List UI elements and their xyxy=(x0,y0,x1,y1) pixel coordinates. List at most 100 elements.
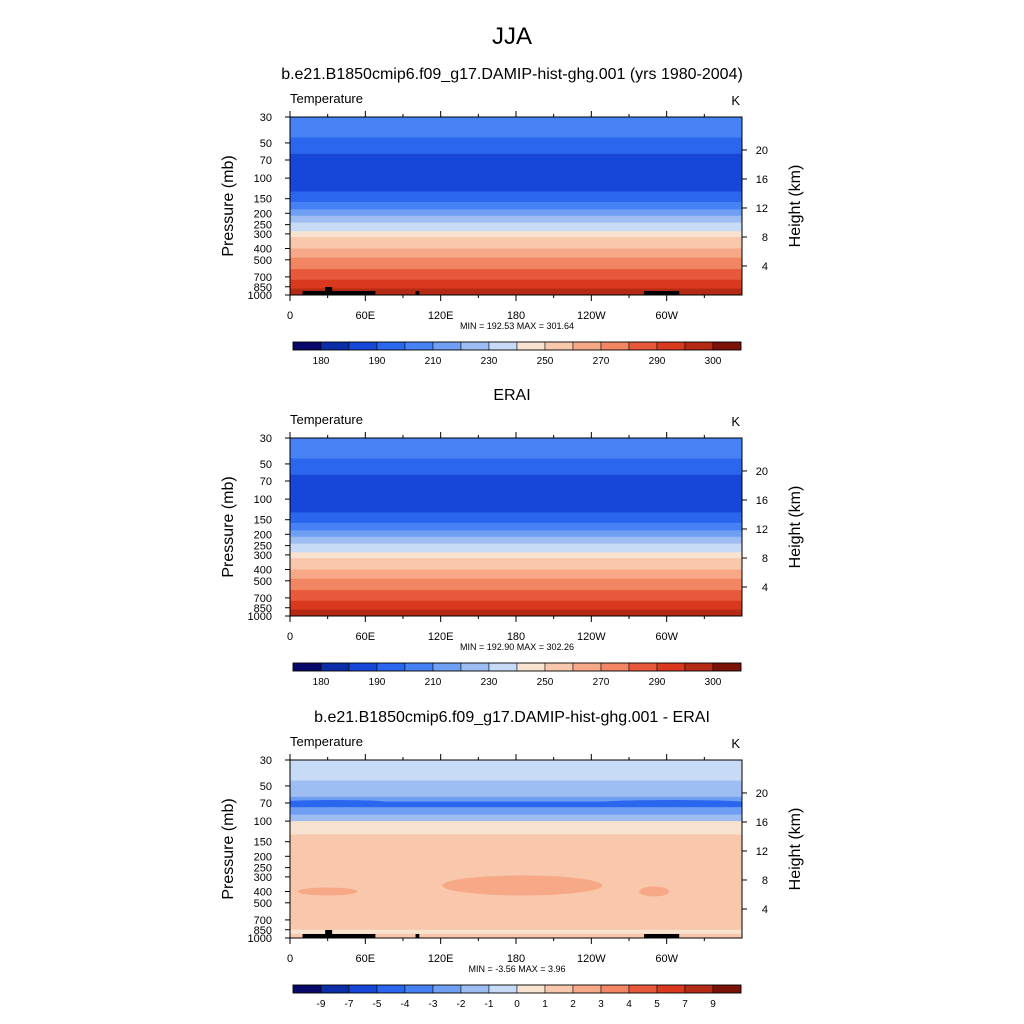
topography-mask xyxy=(415,934,420,938)
y-tick-label: 300 xyxy=(254,872,272,884)
contour-band xyxy=(290,231,742,238)
contour-band xyxy=(290,438,742,460)
y-tick-label: 1000 xyxy=(248,611,272,623)
y-tick-label: 70 xyxy=(260,476,272,488)
colorbar-swatch xyxy=(376,341,406,351)
y-tick-label: 200 xyxy=(254,851,272,863)
x-tick-label: 120W xyxy=(577,953,606,965)
y2-tick-label: 12 xyxy=(756,846,768,858)
colorbar-label: -5 xyxy=(373,999,382,1010)
y2-tick-label: 16 xyxy=(756,817,768,829)
colorbar-swatch xyxy=(292,662,322,672)
colorbar-swatch xyxy=(320,662,350,672)
diff-maximum xyxy=(639,886,670,897)
colorbar-label: 210 xyxy=(425,677,442,688)
colorbar-label: 230 xyxy=(481,677,498,688)
x-tick-label: 60E xyxy=(356,631,376,643)
diff-minimum xyxy=(592,800,742,807)
chart-panel-1: b.e21.B1850cmip6.f09_g17.DAMIP-hist-ghg.… xyxy=(220,66,804,367)
contour-band xyxy=(290,288,742,295)
x-tick-label: 120W xyxy=(577,631,606,643)
colorbar-label: -7 xyxy=(345,999,354,1010)
colorbar-swatch xyxy=(432,341,462,351)
contour-band xyxy=(290,153,742,171)
colorbar-swatch xyxy=(656,984,686,994)
colorbar-swatch xyxy=(516,662,546,672)
x-tick-label: 120E xyxy=(428,631,454,643)
colorbar-swatch xyxy=(376,984,406,994)
colorbar-swatch xyxy=(600,662,630,672)
contour-band xyxy=(290,257,742,270)
x-tick-label: 60E xyxy=(356,953,376,965)
y-tick-label: 700 xyxy=(254,272,272,284)
contour-band xyxy=(290,578,742,591)
contour-band xyxy=(290,590,742,602)
contour-band xyxy=(290,458,742,476)
diff-maximum xyxy=(297,887,358,896)
y-tick-label: 850 xyxy=(254,603,272,615)
colorbar-swatch xyxy=(572,662,602,672)
colorbar-frame xyxy=(292,341,742,351)
topography-mask xyxy=(325,930,333,938)
colorbar-label: 190 xyxy=(369,677,386,688)
y-tick-label: 50 xyxy=(260,138,272,150)
y2-tick-label: 16 xyxy=(756,495,768,507)
contour-band xyxy=(290,522,742,531)
variable-label: Temperature xyxy=(290,91,363,106)
min-max-stats: MIN = -3.56 MAX = 3.96 xyxy=(468,964,565,974)
y2-axis-title: Height (km) xyxy=(787,808,804,891)
topography-mask xyxy=(644,291,680,295)
y-tick-label: 100 xyxy=(254,173,272,185)
contour-band xyxy=(290,609,742,616)
colorbar-label: 230 xyxy=(481,356,498,367)
y-tick-label: 200 xyxy=(254,208,272,220)
colorbar-label: 290 xyxy=(649,356,666,367)
contour-band xyxy=(290,117,742,139)
contour-band xyxy=(290,191,742,203)
y2-tick-label: 20 xyxy=(756,145,768,157)
topography-mask xyxy=(327,934,376,938)
colorbar-frame xyxy=(292,984,742,994)
colorbar-swatch xyxy=(628,984,658,994)
colorbar-label: 300 xyxy=(705,356,722,367)
y2-axis-title: Height (km) xyxy=(787,486,804,569)
colorbar-swatch xyxy=(320,341,350,351)
x-tick-label: 120E xyxy=(428,953,454,965)
colorbar-frame xyxy=(292,662,742,672)
y-tick-label: 250 xyxy=(254,220,272,232)
y-tick-label: 30 xyxy=(260,755,272,767)
units-label: K xyxy=(731,414,740,429)
colorbar-swatch xyxy=(460,984,490,994)
colorbar-swatch xyxy=(320,984,350,994)
contour-band xyxy=(290,929,742,935)
contour-band xyxy=(290,796,742,803)
contour-band xyxy=(290,569,742,580)
colorbar-swatch xyxy=(404,341,434,351)
colorbar-swatch xyxy=(516,341,546,351)
colorbar-swatch xyxy=(656,341,686,351)
colorbar-label: 250 xyxy=(537,677,554,688)
diff-minimum xyxy=(290,800,394,807)
contour-band xyxy=(290,474,742,492)
x-tick-label: 60W xyxy=(655,631,678,643)
colorbar-swatch xyxy=(572,984,602,994)
contour-band xyxy=(290,552,742,559)
y-axis-title: Pressure (mb) xyxy=(220,476,237,577)
colorbar-swatch xyxy=(684,341,714,351)
colorbar-label: 0 xyxy=(514,999,520,1010)
units-label: K xyxy=(731,736,740,751)
y-tick-label: 1000 xyxy=(248,933,272,945)
y2-tick-label: 20 xyxy=(756,466,768,478)
y-tick-label: 200 xyxy=(254,529,272,541)
contour-band xyxy=(290,279,742,290)
panel-title: ERAI xyxy=(493,387,530,404)
x-tick-label: 180 xyxy=(507,631,525,643)
y2-tick-label: 4 xyxy=(762,261,768,273)
colorbar-label: 190 xyxy=(369,356,386,367)
y2-tick-label: 12 xyxy=(756,524,768,536)
y-tick-label: 400 xyxy=(254,243,272,255)
variable-label: Temperature xyxy=(290,412,363,427)
y-tick-label: 70 xyxy=(260,798,272,810)
colorbar-label: -1 xyxy=(485,999,494,1010)
